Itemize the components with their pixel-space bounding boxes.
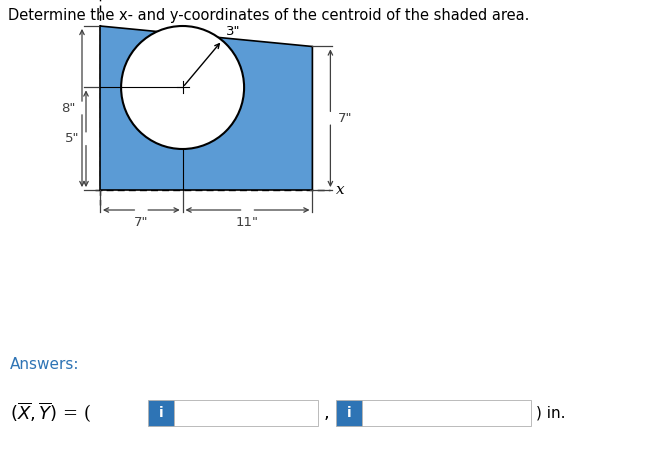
Bar <box>336 400 362 426</box>
Circle shape <box>121 26 244 149</box>
Text: 8": 8" <box>61 101 75 114</box>
Text: Determine the x- and y-coordinates of the centroid of the shaded area.: Determine the x- and y-coordinates of th… <box>8 8 529 23</box>
Text: x: x <box>336 183 345 197</box>
Bar <box>148 400 174 426</box>
Text: 3": 3" <box>226 26 241 39</box>
Text: 7": 7" <box>338 112 353 125</box>
Text: ) in.: ) in. <box>536 405 566 420</box>
Bar <box>362 400 531 426</box>
Text: 11": 11" <box>236 217 259 230</box>
Text: 7": 7" <box>134 217 149 230</box>
Bar <box>174 400 318 426</box>
Text: $(\overline{X}, \overline{Y})$ = (: $(\overline{X}, \overline{Y})$ = ( <box>10 401 92 425</box>
Text: ,: , <box>324 404 330 422</box>
Text: Answers:: Answers: <box>10 357 79 372</box>
Polygon shape <box>100 26 313 190</box>
Text: i: i <box>159 406 163 420</box>
Text: i: i <box>346 406 351 420</box>
Text: 5": 5" <box>65 132 79 145</box>
